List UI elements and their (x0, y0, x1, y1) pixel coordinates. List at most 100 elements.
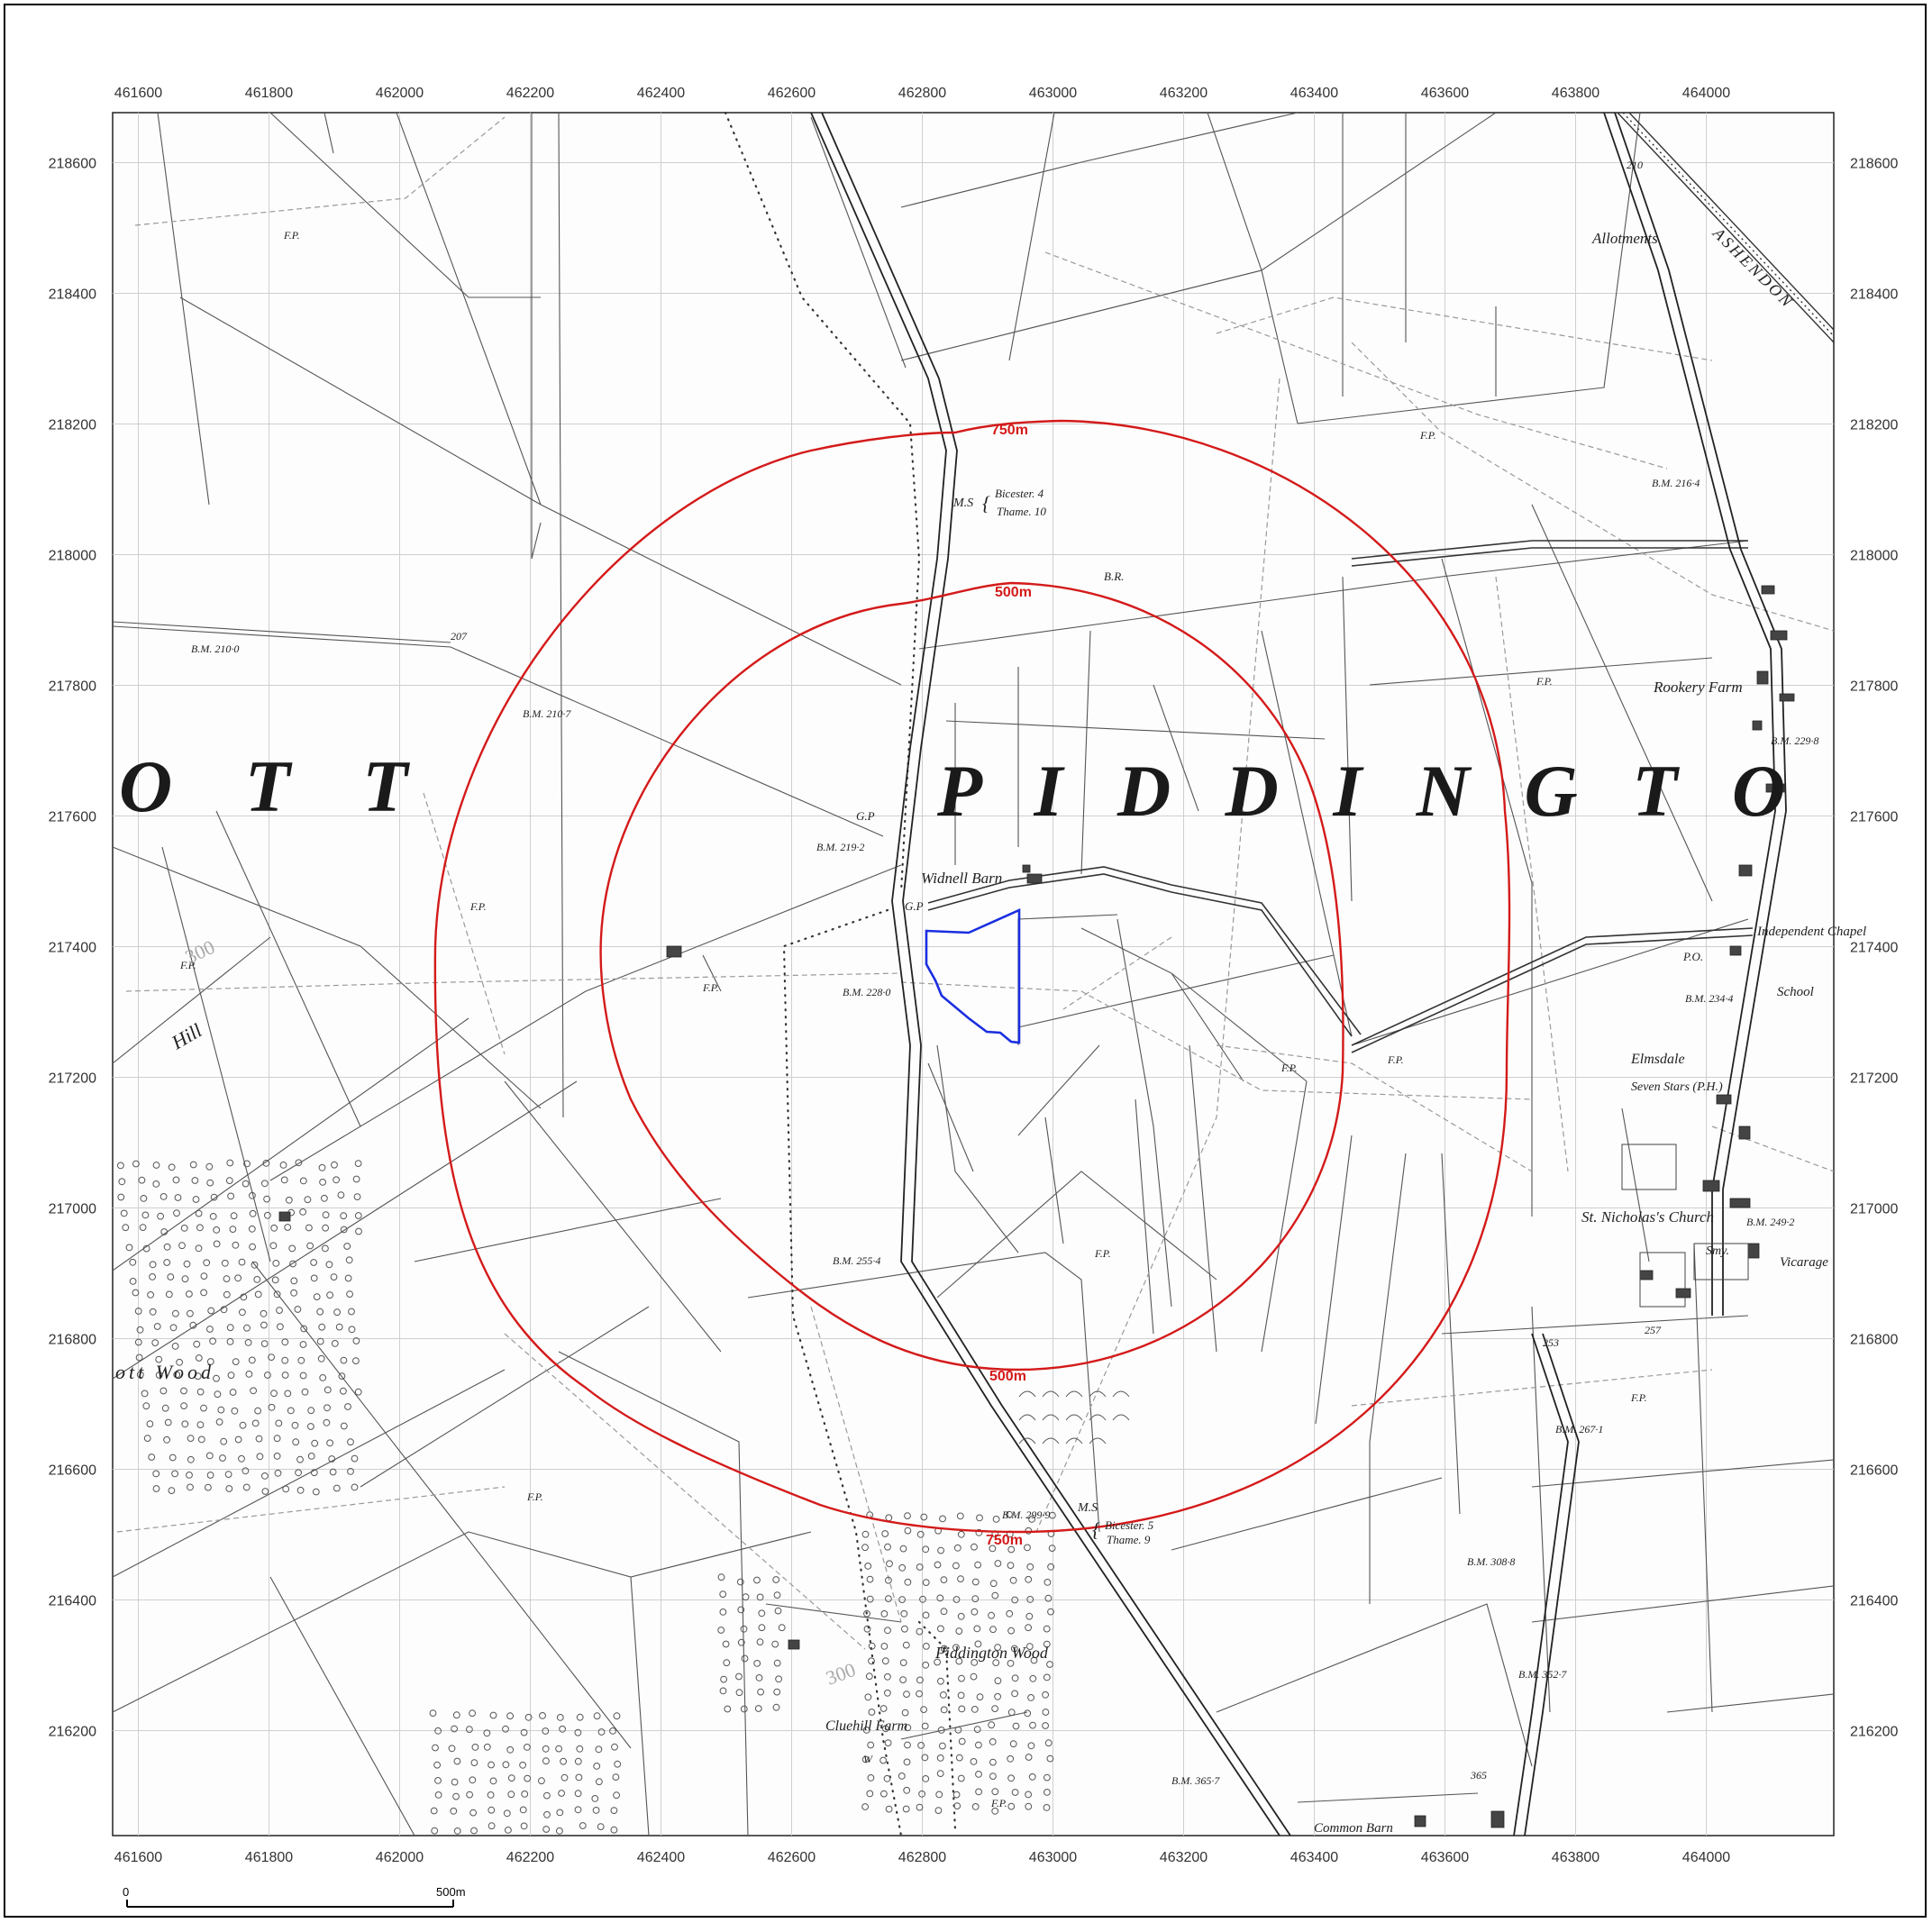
tree-symbol (292, 1438, 300, 1446)
orchard-symbol (1065, 1414, 1083, 1421)
tree-symbol (264, 1211, 271, 1219)
tree-symbol (136, 1326, 144, 1334)
tree-symbol (200, 1404, 207, 1412)
tree-symbol (296, 1455, 304, 1463)
tree-symbol (434, 1777, 442, 1784)
tree-symbol (1027, 1742, 1035, 1750)
tree-symbol (140, 1195, 148, 1202)
tree-symbol (882, 1725, 889, 1733)
tree-symbol (322, 1211, 330, 1219)
tree-symbol (347, 1438, 354, 1446)
tree-symbol (921, 1754, 929, 1762)
x-tick-label: 463000 (1029, 86, 1077, 101)
tree-symbol (916, 1690, 923, 1698)
tree-symbol (255, 1435, 263, 1443)
tree-symbol (898, 1596, 906, 1603)
tree-symbol (971, 1706, 979, 1713)
tree-symbol (307, 1407, 315, 1415)
tree-symbol (994, 1644, 1001, 1651)
buffer-750m-label-bottom: 750m (986, 1533, 1023, 1548)
tree-symbol (165, 1290, 173, 1299)
tree-symbol (174, 1194, 182, 1201)
tree-symbol (242, 1483, 251, 1491)
tree-symbol (155, 1372, 163, 1379)
tree-symbol (507, 1791, 515, 1799)
tree-symbol (719, 1609, 727, 1616)
tree-symbol (939, 1742, 946, 1750)
annot-gp-1: G.P (856, 809, 875, 823)
tree-symbol (354, 1160, 362, 1167)
tree-symbol (355, 1227, 362, 1235)
tree-symbol (916, 1627, 924, 1636)
tree-symbol (916, 1803, 924, 1811)
tree-symbol (1007, 1660, 1015, 1667)
spot-210: 210 (1627, 159, 1643, 171)
x-tick-label: 462600 (768, 1850, 816, 1865)
tree-symbol (163, 1259, 171, 1266)
spot-257: 257 (1645, 1324, 1662, 1336)
tree-symbol (862, 1727, 870, 1734)
tree-symbol (331, 1340, 339, 1347)
tree-symbol (868, 1657, 875, 1665)
tree-symbol (754, 1705, 762, 1712)
tree-symbol (992, 1659, 1000, 1666)
tree-symbol (261, 1472, 269, 1480)
tree-symbol (920, 1513, 928, 1521)
tree-symbol (143, 1435, 151, 1442)
tree-symbol (1047, 1563, 1054, 1571)
tree-symbol (206, 1472, 214, 1479)
bm-210-7: B.M. 210·7 (523, 707, 571, 720)
milestone-north-dest1: Bicester. 4 (995, 487, 1044, 500)
tree-symbol (922, 1545, 930, 1554)
label-rookery-farm: Rookery Farm (1653, 679, 1743, 696)
tree-symbol (466, 1791, 473, 1799)
tree-symbol (542, 1826, 551, 1833)
y-tick-label: 217600 (49, 810, 96, 825)
tree-symbol (916, 1530, 925, 1538)
tree-symbol (261, 1488, 269, 1495)
y-tick-label: 217800 (49, 679, 96, 695)
tree-symbol (280, 1176, 288, 1184)
tree-symbol (506, 1712, 514, 1720)
tree-symbol (922, 1775, 930, 1782)
tree-symbol (187, 1455, 195, 1463)
x-tick-label: 462600 (768, 86, 816, 101)
milestone-south: M.S (1077, 1501, 1098, 1515)
tree-symbol (310, 1469, 318, 1477)
tree-symbol (238, 1454, 245, 1463)
tree-symbol (230, 1212, 238, 1220)
tree-symbol (122, 1224, 130, 1232)
tree-symbol (558, 1790, 565, 1797)
milestone-south-brace: { (1092, 1518, 1100, 1541)
tree-symbol (1027, 1694, 1034, 1701)
y-tick-label: 218200 (49, 418, 96, 433)
tree-symbol (940, 1645, 948, 1653)
tree-symbol (1007, 1774, 1015, 1782)
y-tick-label: 217400 (1850, 941, 1898, 956)
tree-symbol (560, 1773, 569, 1782)
bm-210-0: B.M. 210·0 (191, 643, 239, 655)
y-tick-label: 217000 (49, 1202, 96, 1217)
tree-symbol (506, 1745, 515, 1754)
tree-symbol (1043, 1625, 1051, 1633)
tree-symbol (994, 1692, 1001, 1700)
spot-365: 365 (1470, 1769, 1487, 1782)
tree-symbol (502, 1761, 510, 1769)
tree-symbol (1042, 1722, 1049, 1729)
tree-symbol (1042, 1709, 1050, 1716)
tree-symbol (866, 1790, 874, 1798)
tree-symbol (953, 1544, 961, 1552)
tree-symbol (248, 1225, 256, 1233)
tree-symbol (348, 1326, 356, 1334)
parish-name-ott: O T T (119, 745, 434, 827)
tree-symbol (168, 1163, 176, 1171)
tree-symbol (610, 1807, 618, 1814)
tree-symbol (173, 1371, 181, 1379)
tree-symbol (936, 1770, 944, 1777)
tree-symbol (226, 1159, 234, 1167)
x-tick-label: 463000 (1029, 1850, 1077, 1865)
village-enclosures (1621, 1144, 1749, 1308)
tree-symbol (975, 1741, 982, 1749)
y-tick-label: 216400 (49, 1594, 96, 1609)
